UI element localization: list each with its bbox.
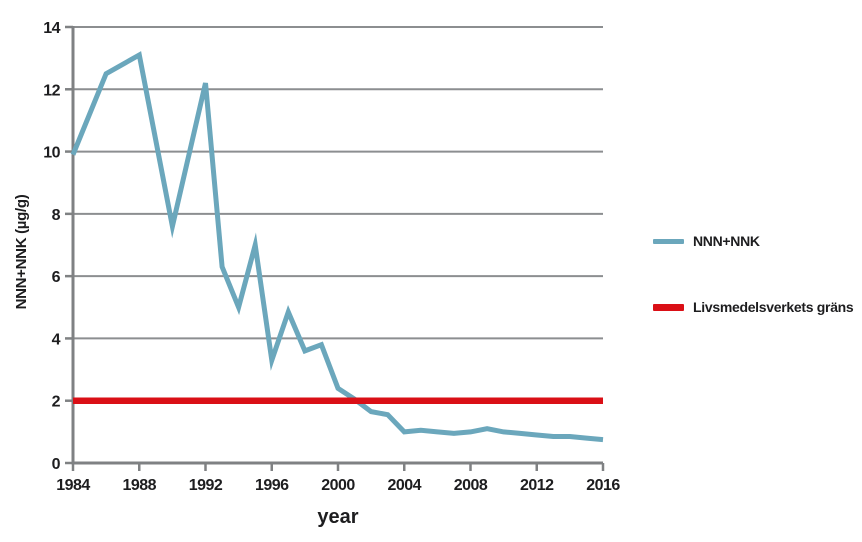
- x-tick-labels: 1984 1988 1992 1996 2000 2004 2008 2012 2016: [56, 477, 621, 494]
- y-tick-label-4: 4: [52, 331, 61, 348]
- y-tick-label-6: 6: [52, 269, 61, 286]
- x-axis-title: year: [317, 506, 358, 528]
- x-tick-label-2008: 2008: [454, 477, 488, 494]
- y-tick-labels: 0 2 4 6 8 10 12 14: [43, 20, 61, 473]
- tick-marks: [65, 25, 605, 471]
- x-tick-label-2016: 2016: [586, 477, 620, 494]
- y-tick-label-12: 12: [43, 82, 60, 99]
- x-tick-label-1996: 1996: [255, 477, 289, 494]
- y-tick-label-10: 10: [43, 145, 60, 162]
- y-tick-label-0: 0: [52, 456, 61, 473]
- x-tick-label-2000: 2000: [321, 477, 355, 494]
- x-tick-label-2004: 2004: [387, 477, 421, 494]
- legend-label-limit: Livsmedelsverkets gräns: [693, 299, 854, 315]
- legend-item-limit: Livsmedelsverkets gräns: [653, 297, 858, 317]
- legend-item-nnn-nnk: NNN+NNK: [653, 231, 858, 251]
- legend-swatch-nnn-nnk: [653, 238, 684, 244]
- y-tick-label-2: 2: [52, 394, 61, 411]
- x-tick-label-1984: 1984: [56, 477, 90, 494]
- x-tick-label-2012: 2012: [520, 477, 554, 494]
- legend-label-nnn-nnk: NNN+NNK: [693, 233, 760, 249]
- y-axis-title: NNN+NNK (µg/g): [13, 194, 30, 309]
- y-tick-label-8: 8: [52, 207, 61, 224]
- x-tick-label-1992: 1992: [189, 477, 223, 494]
- nnn-nnk-series-line: [70, 51, 604, 443]
- gridlines: [73, 26, 603, 402]
- y-tick-label-14: 14: [43, 20, 60, 37]
- legend: NNN+NNK Livsmedelsverkets gräns: [653, 231, 858, 317]
- legend-swatch-limit: [653, 303, 684, 311]
- x-tick-label-1988: 1988: [122, 477, 156, 494]
